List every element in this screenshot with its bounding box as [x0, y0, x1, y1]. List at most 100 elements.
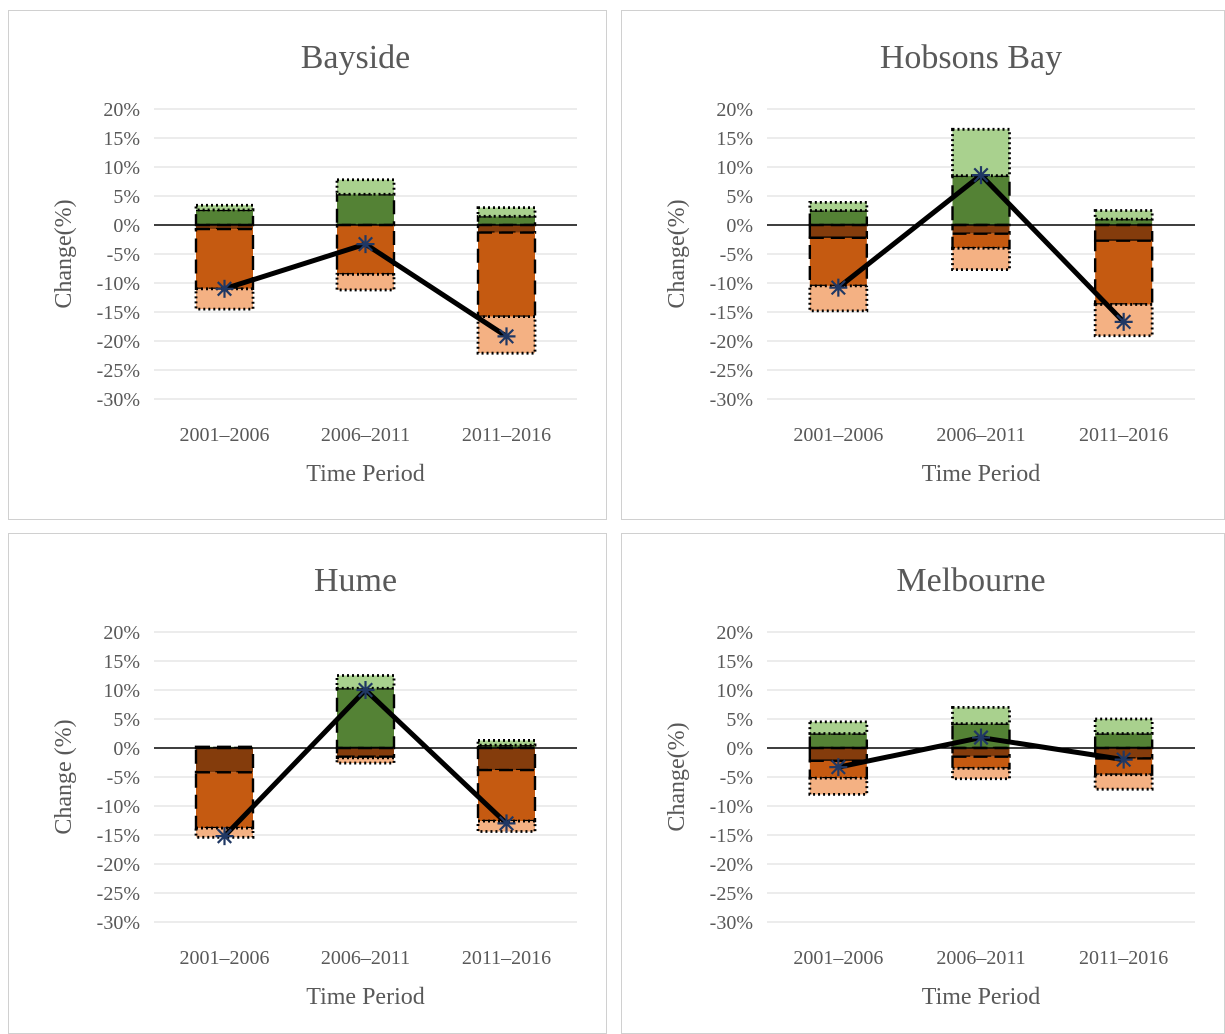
y-tick-label: 0%	[113, 738, 140, 760]
star-marker-stroke	[1116, 752, 1132, 768]
y-tick-label: 20%	[103, 99, 140, 121]
bar-segment	[1093, 209, 1154, 221]
y-tick-label: 10%	[103, 680, 140, 702]
star-marker-stroke	[830, 280, 846, 296]
bar-segment	[194, 203, 255, 212]
x-axis-title: Time Period	[922, 461, 1040, 487]
bar-segment	[335, 272, 396, 292]
star-marker	[215, 827, 234, 846]
y-tick-label: -25%	[97, 883, 140, 905]
bar-segment	[476, 746, 537, 772]
star-marker	[356, 681, 375, 699]
star-marker	[497, 814, 516, 833]
x-category-label: 2011‒2016	[1079, 947, 1168, 969]
x-category-label: 2006‒2011	[936, 424, 1025, 446]
x-axis-title: Time Period	[306, 461, 424, 487]
chart-hume: Hume 20% 15% 10% 5% 0% -5% -10% -15% -20% -25% -30%…	[51, 562, 577, 1010]
x-axis-title: Time Period	[922, 984, 1040, 1010]
bar-segment	[476, 206, 537, 218]
y-tick-label: -25%	[710, 360, 753, 382]
y-tick-label: -20%	[97, 854, 140, 876]
bar-segment	[951, 755, 1011, 770]
y-tick-label: 0%	[726, 215, 753, 237]
star-marker-stroke	[498, 328, 515, 344]
bar-segment	[951, 746, 1011, 758]
chart-title: Bayside	[301, 39, 411, 76]
y-tick-label: -20%	[97, 331, 140, 353]
y-tick-label: 20%	[716, 99, 753, 121]
bar-segment	[335, 746, 396, 758]
star-marker-stroke	[498, 815, 515, 831]
bar-segment	[335, 755, 396, 760]
bar-segment	[194, 208, 255, 227]
chart-bayside: Bayside 20% 15% 10% 5% 0% -5% -10% -15% -20% -25% -…	[51, 39, 577, 487]
y-axis-title: Change(%)	[51, 199, 77, 308]
bar-segment	[1093, 732, 1154, 750]
star-marker-stroke	[216, 828, 233, 844]
x-category-label: 2006‒2011	[321, 947, 410, 969]
bar-segment	[808, 720, 869, 735]
panel-bayside: Bayside 20% 15% 10% 5% 0% -5% -10% -15% -20% -25% -…	[8, 10, 607, 520]
bar-segment	[476, 215, 537, 227]
y-tick-label: -30%	[97, 912, 140, 934]
bar-segment	[951, 766, 1011, 781]
y-tick-label: 5%	[726, 709, 753, 731]
x-category-label: 2011‒2016	[462, 947, 551, 969]
x-category-label: 2011‒2016	[462, 424, 551, 446]
bar-segment	[808, 209, 869, 227]
y-tick-label: -30%	[97, 389, 140, 411]
star-marker-stroke	[216, 281, 233, 297]
y-tick-label: -25%	[97, 360, 140, 382]
bar-segment	[194, 746, 255, 774]
x-axis-title: Time Period	[306, 984, 424, 1010]
x-category-label: 2006‒2011	[321, 424, 410, 446]
bar-segment	[476, 768, 537, 823]
y-tick-label: 5%	[726, 186, 753, 208]
y-tick-label: -5%	[107, 767, 140, 789]
star-marker	[829, 278, 848, 297]
star-marker	[1114, 312, 1133, 331]
y-tick-label: 20%	[716, 622, 753, 644]
star-marker-stroke	[973, 167, 989, 183]
x-category-label: 2006‒2011	[936, 947, 1025, 969]
y-tick-label: -5%	[107, 244, 140, 266]
bar-segment	[951, 223, 1011, 235]
bar-segment	[808, 223, 869, 239]
star-marker	[1114, 750, 1133, 769]
y-axis-title: Change(%)	[664, 722, 690, 831]
y-tick-label: 10%	[716, 157, 753, 179]
y-tick-label: -5%	[720, 767, 753, 789]
panel-melbourne: Melbourne 20% 15% 10% 5% 0% -5% -10% -15% -20% -25…	[621, 533, 1225, 1034]
chart-hobsons-bay: Hobsons Bay 20% 15% 10% 5% 0% -5% -10% -15% -20% -…	[664, 39, 1195, 487]
star-marker-stroke	[1116, 314, 1132, 330]
bar-segment	[951, 232, 1011, 250]
y-tick-label: -25%	[710, 883, 753, 905]
y-tick-label: 20%	[103, 622, 140, 644]
y-tick-label: -15%	[97, 302, 140, 324]
y-tick-label: -10%	[710, 796, 753, 818]
x-category-label: 2001‒2006	[180, 424, 270, 446]
bar-segment	[1093, 239, 1154, 306]
star-marker-stroke	[357, 682, 374, 698]
y-tick-label: -15%	[710, 302, 753, 324]
chart-title: Hobsons Bay	[880, 39, 1062, 76]
star-marker	[972, 166, 990, 185]
x-category-label: 2011‒2016	[1079, 424, 1168, 446]
bar-segment	[476, 231, 537, 318]
y-tick-label: 15%	[103, 128, 140, 150]
bar-segment	[808, 776, 869, 796]
chart-melbourne: Melbourne 20% 15% 10% 5% 0% -5% -10% -15% -20% -25…	[664, 562, 1195, 1010]
y-tick-label: -10%	[710, 273, 753, 295]
y-tick-label: 10%	[103, 157, 140, 179]
chart-title: Hume	[314, 562, 397, 599]
y-tick-label: -20%	[710, 331, 753, 353]
y-axis-title: Change(%)	[664, 199, 690, 308]
y-tick-label: -5%	[720, 244, 753, 266]
y-tick-label: 5%	[113, 186, 140, 208]
bar-segment	[335, 756, 396, 765]
bar-segment	[951, 705, 1011, 726]
bar-segment	[808, 200, 869, 212]
bar-segment	[808, 236, 869, 288]
y-tick-label: -10%	[97, 273, 140, 295]
star-marker	[972, 728, 990, 747]
